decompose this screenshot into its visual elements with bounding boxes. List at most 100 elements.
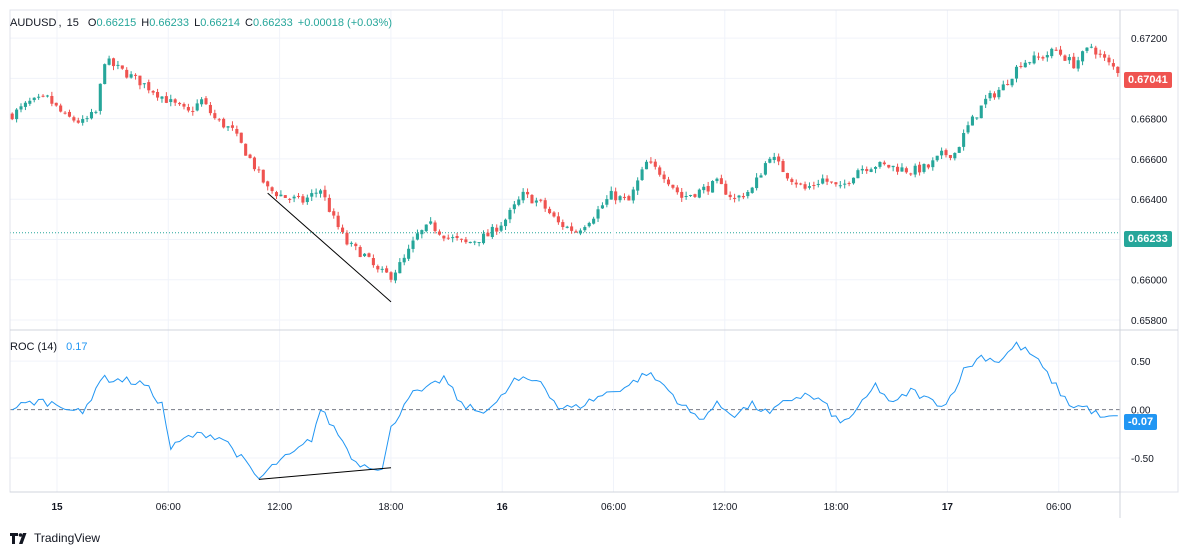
- candle-body: [561, 222, 565, 228]
- candle: [838, 181, 842, 189]
- candle: [785, 172, 789, 181]
- candle: [953, 152, 957, 161]
- candle: [680, 187, 684, 202]
- candle: [239, 132, 243, 144]
- candle: [755, 173, 759, 191]
- candle-body: [750, 187, 754, 193]
- candle: [979, 105, 983, 119]
- candle-body: [728, 194, 732, 198]
- candle-body: [733, 197, 737, 199]
- candle: [702, 184, 706, 194]
- time-tick-label: 18:00: [378, 502, 403, 513]
- candle: [583, 225, 587, 233]
- candle: [495, 224, 499, 235]
- candle: [658, 165, 662, 177]
- candle-body: [204, 98, 208, 105]
- candle-body: [270, 187, 274, 192]
- candle-body: [407, 248, 411, 259]
- candle: [1081, 50, 1085, 66]
- candle: [578, 228, 582, 236]
- roc-axis[interactable]: 0.50 0.00 -0.50: [1131, 357, 1154, 465]
- candle-body: [671, 184, 675, 188]
- symbol-name[interactable]: AUDUSD: [10, 17, 57, 29]
- candle-body: [133, 74, 138, 76]
- candle-body: [790, 179, 794, 183]
- candle-body: [847, 183, 851, 185]
- candle-body: [446, 237, 450, 239]
- candle-body: [512, 204, 516, 210]
- candle: [1041, 55, 1045, 61]
- price-tick-label: 0.66000: [1131, 276, 1168, 287]
- low-label: L: [194, 17, 201, 29]
- candle-body: [781, 161, 785, 173]
- candle-body: [451, 237, 455, 239]
- candle-body: [1072, 56, 1076, 69]
- candle: [217, 117, 221, 122]
- candle-body: [548, 208, 552, 214]
- candle: [962, 129, 966, 151]
- candle: [534, 197, 538, 207]
- roc-name[interactable]: ROC (14): [10, 341, 58, 353]
- candle-body: [1050, 48, 1054, 57]
- roc-value-tag: -0.07: [1124, 414, 1158, 430]
- candle-body: [574, 231, 578, 233]
- candle-body: [138, 75, 142, 86]
- candle: [420, 229, 424, 239]
- candle: [706, 181, 710, 195]
- candle-body: [10, 113, 14, 120]
- candle: [248, 153, 252, 159]
- candle-body: [67, 111, 72, 117]
- open-label: O: [87, 17, 97, 29]
- candle: [314, 188, 318, 198]
- candle-body: [72, 117, 76, 121]
- brand-name: TradingView: [34, 531, 101, 545]
- price-trendline[interactable]: [267, 192, 392, 303]
- candle: [768, 156, 772, 164]
- candle-body: [702, 186, 706, 191]
- candle: [266, 180, 270, 191]
- candle-body: [380, 268, 384, 270]
- candle-body: [367, 253, 371, 257]
- last-price-tag: 0.67041: [1124, 72, 1172, 88]
- candle-body: [741, 195, 745, 198]
- candle: [935, 155, 939, 162]
- tradingview-logo[interactable]: TradingView: [10, 531, 100, 545]
- candle-body: [156, 91, 160, 98]
- low-value: 0.66214: [200, 17, 240, 29]
- candle: [1103, 51, 1107, 61]
- candle: [970, 114, 974, 126]
- tradingview-icon: [10, 532, 27, 544]
- candle: [503, 218, 508, 231]
- candle-body: [697, 189, 701, 198]
- candle: [891, 165, 895, 172]
- candle-body: [349, 242, 353, 244]
- candle: [318, 188, 323, 198]
- candle: [226, 125, 230, 132]
- candle-body: [869, 169, 873, 172]
- candle: [274, 190, 279, 199]
- candle: [45, 94, 49, 98]
- candle-body: [50, 95, 54, 104]
- candle-body: [178, 102, 182, 105]
- candle: [1063, 54, 1067, 62]
- candle: [807, 182, 812, 190]
- candle: [592, 216, 596, 225]
- candle: [116, 60, 120, 70]
- candle: [195, 99, 199, 112]
- candle-body: [252, 157, 257, 170]
- roc-legend[interactable]: ROC (14) 0.17: [10, 341, 90, 353]
- candle: [1094, 45, 1098, 59]
- roc-trendline[interactable]: [258, 467, 392, 480]
- candle-body: [539, 199, 543, 201]
- candle-body: [962, 133, 966, 147]
- candle-body: [15, 109, 19, 120]
- symbol-legend[interactable]: AUDUSD, 15 O0.66215 H0.66233 L0.66214 C0…: [10, 17, 392, 29]
- time-axis[interactable]: 15 06:00 12:00 18:00 16 06:00 12:00 18:00 17 06:0…: [51, 502, 1071, 513]
- candle: [178, 101, 182, 106]
- candle-body: [1098, 53, 1102, 55]
- candle: [481, 230, 486, 245]
- candle: [142, 83, 146, 89]
- candle: [556, 212, 560, 225]
- candle-body: [503, 219, 508, 227]
